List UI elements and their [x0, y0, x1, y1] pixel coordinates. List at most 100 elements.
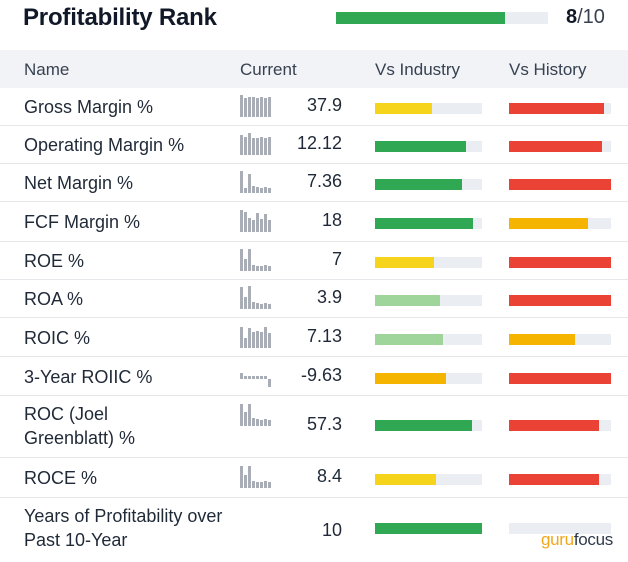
- sparkline-bar: [268, 188, 271, 193]
- vs-industry-bar: [375, 179, 482, 190]
- sparkline-bar: [260, 420, 263, 426]
- metric-current-value: 7: [331, 249, 342, 269]
- metric-label: Operating Margin %: [24, 135, 185, 155]
- vs-industry-bar: [375, 333, 482, 345]
- vs-history-bar-fill: [509, 474, 599, 485]
- table-row: Gross Margin % 37.9: [0, 88, 628, 126]
- sparkline-bar: [240, 287, 243, 309]
- rank-total: /10: [577, 6, 605, 28]
- sparkline-bar: [264, 480, 267, 488]
- metric-label: 3-Year ROIIC %: [24, 366, 153, 387]
- column-header-vs-industry: Vs Industry: [375, 60, 461, 79]
- sparkline-bar: [244, 337, 247, 348]
- sparkline-bar: [240, 404, 243, 426]
- metric-current-value: -9.63: [300, 364, 342, 385]
- vs-industry-bar-fill: [375, 103, 432, 114]
- sparkline-bar: [244, 411, 247, 426]
- sparkline-bar: [244, 188, 247, 193]
- column-header-name: Name: [24, 60, 70, 79]
- metric-current-value: 7.36: [306, 171, 342, 191]
- sparkline-bar: [240, 134, 243, 155]
- sparkline-bar: [252, 376, 255, 379]
- sparkline-bar: [264, 327, 267, 348]
- vs-history-bar-fill: [509, 179, 611, 190]
- rank-progress-fill: [336, 12, 505, 24]
- vs-history-bar-fill: [509, 218, 588, 229]
- vs-history-bar: [509, 218, 611, 229]
- sparkline-chart: [240, 285, 272, 309]
- gurufocus-logo: gurufocus: [541, 530, 613, 549]
- sparkline-bar: [268, 482, 271, 488]
- sparkline-chart: [240, 464, 272, 488]
- sparkline-chart: [240, 93, 272, 117]
- sparkline-bar: [264, 303, 267, 309]
- sparkline-bar: [240, 327, 243, 348]
- vs-industry-bar-fill: [375, 179, 462, 190]
- sparkline-bar: [252, 480, 255, 488]
- vs-industry-bar-fill: [375, 333, 444, 345]
- sparkline-bar: [268, 333, 271, 348]
- sparkline-bar: [248, 404, 251, 426]
- metric-current-value: 10: [321, 520, 342, 540]
- sparkline-bar: [256, 266, 259, 271]
- sparkline-bar: [248, 328, 251, 348]
- vs-history-bar: [509, 103, 611, 114]
- sparkline-bar: [248, 133, 251, 155]
- sparkline-bar: [256, 482, 259, 488]
- sparkline-bar: [248, 217, 251, 232]
- vs-industry-bar-fill: [375, 523, 482, 534]
- sparkline-bar: [240, 95, 243, 117]
- sparkline-bar: [260, 331, 263, 348]
- sparkline-bar: [252, 265, 255, 271]
- sparkline-chart: [240, 363, 272, 387]
- page-title: Profitability Rank: [23, 4, 217, 31]
- vs-industry-bar: [375, 103, 482, 114]
- sparkline-bar: [256, 418, 259, 426]
- vs-history-bar: [509, 523, 611, 534]
- table-row: ROE % 7: [0, 242, 628, 280]
- sparkline-bar: [252, 96, 255, 117]
- sparkline-bar: [264, 418, 267, 426]
- sparkline-bar: [260, 218, 263, 232]
- vs-industry-bar-fill: [375, 474, 436, 485]
- sparkline-bar: [268, 220, 271, 232]
- sparkline-chart: [240, 169, 272, 193]
- sparkline-bar: [268, 378, 271, 387]
- sparkline-chart: [240, 247, 272, 271]
- sparkline-bar: [240, 210, 243, 232]
- sparkline-bar: [256, 330, 259, 348]
- sparkline-bar: [248, 173, 251, 193]
- metric-current-value: 8.4: [316, 466, 342, 486]
- sparkline-bar: [240, 373, 243, 379]
- metric-label: ROE %: [24, 251, 85, 271]
- table-row: FCF Margin % 18: [0, 202, 628, 242]
- sparkline-bar: [248, 376, 251, 379]
- sparkline-bar: [248, 249, 251, 271]
- rank-value: 8: [566, 6, 578, 28]
- sparkline-bar: [260, 304, 263, 309]
- sparkline-bar: [252, 331, 255, 348]
- sparkline-bar: [240, 171, 243, 193]
- sparkline-bar: [244, 97, 247, 117]
- vs-history-bar: [509, 141, 611, 152]
- vs-history-bar: [509, 372, 611, 384]
- table-row: Operating Margin % 12.12: [0, 126, 628, 164]
- sparkline-bar: [252, 301, 255, 309]
- sparkline-bar: [252, 185, 255, 193]
- vs-industry-bar: [375, 257, 482, 268]
- sparkline-bar: [252, 138, 255, 155]
- sparkline-bar: [268, 96, 271, 117]
- metric-label: Net Margin %: [24, 173, 134, 193]
- sparkline-bar: [268, 420, 271, 426]
- metric-label: Years of Profitability over Past 10-Year: [24, 506, 223, 550]
- table-row: ROA % 3.9: [0, 280, 628, 318]
- rank-score: 8/10: [566, 6, 605, 29]
- vs-history-bar-fill: [509, 333, 576, 345]
- vs-industry-bar-fill: [375, 257, 434, 268]
- metric-current-value: 7.13: [306, 325, 342, 346]
- sparkline-bar: [244, 297, 247, 309]
- sparkline-chart: [240, 402, 272, 426]
- sparkline-bar: [244, 474, 247, 488]
- table-row: Net Margin % 7.36: [0, 164, 628, 202]
- sparkline-bar: [256, 187, 259, 193]
